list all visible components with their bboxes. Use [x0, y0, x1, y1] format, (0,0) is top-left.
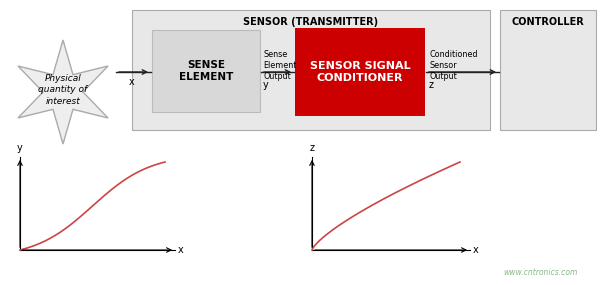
Text: y: y — [17, 143, 23, 153]
Text: SENSE
ELEMENT: SENSE ELEMENT — [179, 60, 233, 82]
Text: x: x — [129, 77, 135, 87]
Text: y: y — [263, 80, 269, 90]
Text: Physical
quantity of
interest: Physical quantity of interest — [38, 74, 88, 106]
Text: SENSOR (TRANSMITTER): SENSOR (TRANSMITTER) — [244, 17, 379, 27]
Text: www.cntronics.com: www.cntronics.com — [503, 268, 578, 277]
Polygon shape — [18, 40, 108, 144]
Text: Sense
Element
Output: Sense Element Output — [263, 50, 296, 81]
Text: x: x — [178, 245, 184, 255]
FancyBboxPatch shape — [152, 30, 260, 112]
Text: z: z — [310, 143, 314, 153]
Text: SENSOR SIGNAL
CONDITIONER: SENSOR SIGNAL CONDITIONER — [310, 61, 410, 83]
Text: z: z — [429, 80, 434, 90]
Text: Conditioned
Sensor
Output: Conditioned Sensor Output — [429, 50, 478, 81]
FancyBboxPatch shape — [132, 10, 490, 130]
Text: x: x — [473, 245, 479, 255]
FancyBboxPatch shape — [295, 28, 425, 116]
Text: CONTROLLER: CONTROLLER — [512, 17, 584, 27]
FancyBboxPatch shape — [500, 10, 596, 130]
